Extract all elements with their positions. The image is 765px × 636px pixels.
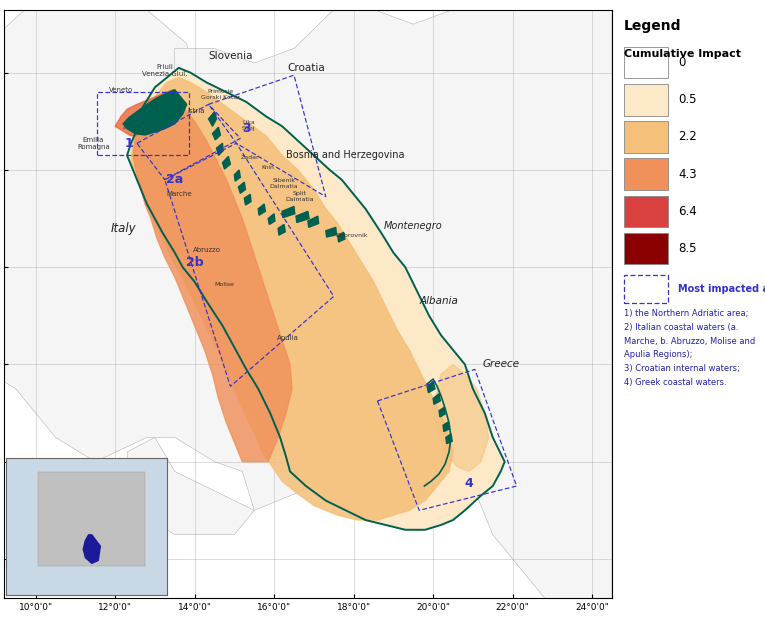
Text: Zadar: Zadar bbox=[241, 155, 259, 160]
Text: 0.5: 0.5 bbox=[679, 93, 697, 106]
Polygon shape bbox=[123, 102, 173, 128]
Text: 4) Greek coastal waters.: 4) Greek coastal waters. bbox=[624, 378, 727, 387]
Text: Italy: Italy bbox=[110, 222, 136, 235]
Text: Montenegro: Montenegro bbox=[384, 221, 443, 231]
Text: Dubrovnik: Dubrovnik bbox=[335, 233, 368, 238]
Text: 6.4: 6.4 bbox=[679, 205, 697, 218]
Text: 3) Croatian internal waters;: 3) Croatian internal waters; bbox=[624, 364, 740, 373]
Polygon shape bbox=[216, 143, 223, 155]
Polygon shape bbox=[269, 214, 275, 225]
Text: Primorje
Gorski Kotar: Primorje Gorski Kotar bbox=[201, 89, 240, 100]
Bar bbox=[624, 195, 668, 227]
Text: Albania: Albania bbox=[420, 296, 458, 307]
Polygon shape bbox=[244, 194, 251, 205]
Polygon shape bbox=[209, 112, 216, 126]
Text: 3: 3 bbox=[242, 122, 251, 135]
Text: Istria: Istria bbox=[188, 107, 205, 114]
Bar bbox=[624, 46, 668, 78]
Text: Split
Dalmatia: Split Dalmatia bbox=[285, 191, 314, 202]
Text: 2) Italian coastal waters (a.: 2) Italian coastal waters (a. bbox=[624, 323, 738, 332]
Polygon shape bbox=[83, 535, 100, 563]
Polygon shape bbox=[234, 170, 240, 181]
Polygon shape bbox=[282, 207, 295, 218]
Polygon shape bbox=[326, 227, 337, 237]
Text: 4.3: 4.3 bbox=[679, 168, 697, 181]
Text: Lika
Senj: Lika Senj bbox=[242, 120, 255, 130]
Polygon shape bbox=[239, 182, 246, 193]
Text: Slovenia: Slovenia bbox=[208, 51, 252, 60]
Text: Croatia: Croatia bbox=[287, 63, 325, 73]
Text: Abruzzo: Abruzzo bbox=[193, 247, 220, 253]
Polygon shape bbox=[433, 364, 489, 471]
Text: Cumulative Impact: Cumulative Impact bbox=[624, 48, 741, 59]
Polygon shape bbox=[127, 438, 254, 535]
Polygon shape bbox=[0, 0, 612, 10]
Polygon shape bbox=[308, 216, 319, 227]
Polygon shape bbox=[266, 384, 425, 510]
Polygon shape bbox=[259, 204, 265, 215]
Polygon shape bbox=[446, 434, 452, 444]
Text: 2.2: 2.2 bbox=[679, 130, 697, 144]
Polygon shape bbox=[296, 211, 309, 223]
Text: Legend: Legend bbox=[624, 19, 682, 33]
Polygon shape bbox=[127, 68, 505, 530]
Polygon shape bbox=[427, 382, 435, 392]
Text: 0: 0 bbox=[679, 56, 686, 69]
Polygon shape bbox=[131, 78, 453, 520]
Polygon shape bbox=[0, 0, 314, 510]
Text: Emilia
Romagna: Emilia Romagna bbox=[77, 137, 109, 149]
Text: Apulia: Apulia bbox=[277, 335, 299, 341]
Polygon shape bbox=[223, 156, 230, 169]
Text: Molise: Molise bbox=[214, 282, 234, 287]
Text: Sibenik
Dalmatia: Sibenik Dalmatia bbox=[270, 178, 298, 189]
Text: 8.5: 8.5 bbox=[679, 242, 697, 255]
Polygon shape bbox=[278, 225, 285, 235]
Polygon shape bbox=[123, 90, 187, 135]
Polygon shape bbox=[433, 394, 441, 404]
Bar bbox=[624, 233, 668, 265]
Text: Bosnia and Herzegovina: Bosnia and Herzegovina bbox=[286, 150, 405, 160]
Text: 1: 1 bbox=[125, 137, 133, 149]
Text: 1) the Northern Adriatic area;: 1) the Northern Adriatic area; bbox=[624, 309, 748, 318]
Text: Knin: Knin bbox=[262, 165, 275, 170]
Polygon shape bbox=[133, 92, 292, 462]
Bar bbox=[624, 84, 668, 116]
Bar bbox=[624, 121, 668, 153]
Polygon shape bbox=[443, 422, 449, 432]
Text: 2b: 2b bbox=[186, 256, 203, 269]
Text: 4: 4 bbox=[464, 477, 474, 490]
Polygon shape bbox=[115, 90, 184, 136]
Text: Marche, b. Abruzzo, Molise and: Marche, b. Abruzzo, Molise and bbox=[624, 336, 755, 345]
Text: Greece: Greece bbox=[482, 359, 519, 370]
Text: Veneto: Veneto bbox=[109, 86, 133, 93]
Text: Marche: Marche bbox=[166, 191, 191, 197]
Text: Most impacted areas: Most impacted areas bbox=[679, 284, 765, 294]
Polygon shape bbox=[38, 472, 145, 566]
Text: Apulia Regions);: Apulia Regions); bbox=[624, 350, 692, 359]
Polygon shape bbox=[174, 10, 612, 607]
Polygon shape bbox=[337, 232, 345, 242]
Text: Friuli
Venezia Giul.: Friuli Venezia Giul. bbox=[142, 64, 187, 77]
Bar bbox=[624, 158, 668, 190]
Bar bbox=[624, 275, 668, 303]
Polygon shape bbox=[439, 407, 445, 417]
Text: 2a: 2a bbox=[166, 173, 184, 186]
Polygon shape bbox=[213, 127, 220, 140]
